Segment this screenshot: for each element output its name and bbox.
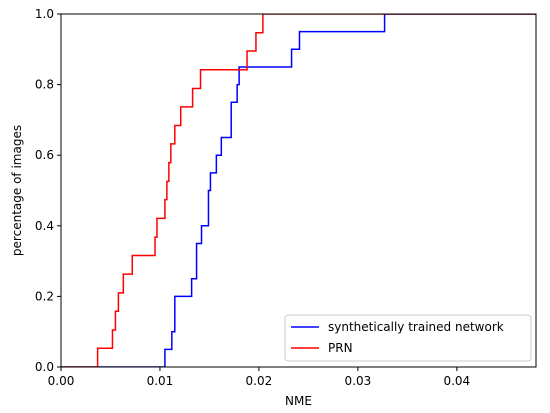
- y-tick-label: 0.2: [35, 289, 54, 303]
- y-tick-label: 1.0: [35, 7, 54, 21]
- series-layer: [61, 14, 536, 367]
- y-tick-label: 0.8: [35, 78, 54, 92]
- series-line-1: [61, 14, 536, 367]
- x-tick-label: 0.00: [48, 374, 75, 388]
- x-tick-label: 0.04: [443, 374, 470, 388]
- y-tick-label: 0.0: [35, 360, 54, 374]
- x-tick-label: 0.02: [246, 374, 273, 388]
- x-axis-ticks: 0.00 0.01 0.02 0.03 0.04: [48, 367, 470, 388]
- x-tick-label: 0.01: [147, 374, 174, 388]
- legend: synthetically trained network PRN: [284, 314, 532, 362]
- plot-frame: [60, 13, 537, 368]
- series-line-0: [61, 14, 536, 367]
- y-tick-label: 0.6: [35, 148, 54, 162]
- y-axis-ticks: 0.0 0.2 0.4 0.6 0.8 1.0: [35, 7, 61, 374]
- legend-label-prn: PRN: [328, 341, 353, 355]
- legend-label-synthetic: synthetically trained network: [328, 320, 504, 334]
- x-tick-label: 0.03: [345, 374, 372, 388]
- legend-box: [284, 314, 532, 362]
- y-axis-label: percentage of images: [10, 125, 24, 256]
- x-axis-label: NME: [285, 394, 312, 408]
- y-tick-label: 0.4: [35, 219, 54, 233]
